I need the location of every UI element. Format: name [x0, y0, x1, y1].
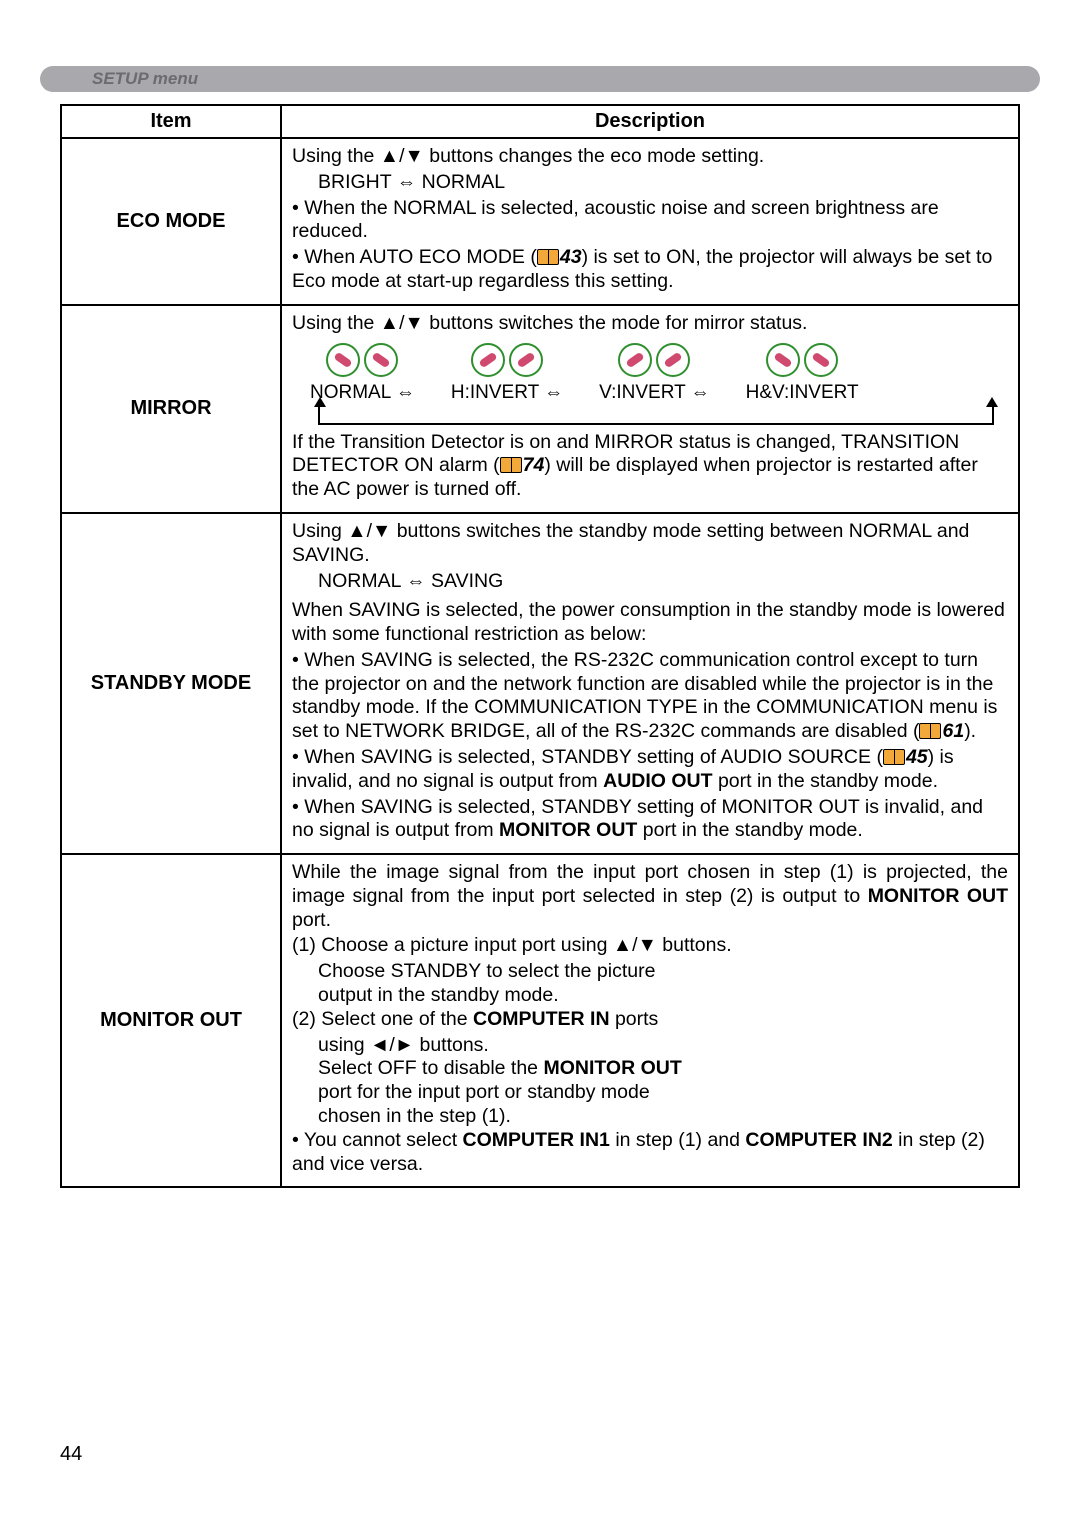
mirror-opt-normal: NORMAL ⇔	[310, 343, 415, 404]
item-monitor-out: MONITOR OUT	[61, 854, 281, 1187]
standby-options: NORMAL ⇔ SAVING	[292, 570, 1008, 594]
monitor-step2h: chosen in the step (1).	[292, 1105, 1008, 1129]
item-standby: STANDBY MODE	[61, 513, 281, 854]
desc-monitor-out: While the image signal from the input po…	[281, 854, 1019, 1187]
mirror-loop-arrow	[318, 407, 994, 425]
setup-table: Item Description ECO MODE Using the ▲/▼ …	[60, 104, 1020, 1188]
row-monitor-out: MONITOR OUT While the image signal from …	[61, 854, 1019, 1187]
page-number: 44	[60, 1443, 82, 1466]
desc-standby: Using ▲/▼ buttons switches the standby m…	[281, 513, 1019, 854]
eco-bullet1: • When the NORMAL is selected, acoustic …	[292, 197, 1008, 245]
mirror-opt-hinvert: H:INVERT ⇔	[451, 343, 563, 404]
monitor-note: • You cannot select COMPUTER IN1 in step…	[292, 1129, 1008, 1177]
book-icon	[500, 457, 522, 473]
monitor-step1a: Choose STANDBY to select the picture	[292, 960, 1008, 984]
row-mirror: MIRROR Using the ▲/▼ buttons switches th…	[61, 305, 1019, 513]
desc-mirror: Using the ▲/▼ buttons switches the mode …	[281, 305, 1019, 513]
mirror-opt-hvinvert: H&V:INVERT	[746, 343, 859, 404]
standby-para1: When SAVING is selected, the power consu…	[292, 599, 1008, 647]
eco-line1: Using the ▲/▼ buttons changes the eco mo…	[292, 145, 1008, 169]
book-icon	[537, 249, 559, 265]
desc-eco-mode: Using the ▲/▼ buttons changes the eco mo…	[281, 138, 1019, 305]
monitor-p1: While the image signal from the input po…	[292, 861, 1008, 932]
standby-b3: • When SAVING is selected, STANDBY setti…	[292, 796, 1008, 844]
table-header-row: Item Description	[61, 105, 1019, 138]
monitor-step2: (2) Select one of the COMPUTER IN ports	[292, 1008, 1008, 1032]
eco-options: BRIGHT ⇔ NORMAL	[292, 171, 1008, 195]
mirror-line1: Using the ▲/▼ buttons switches the mode …	[292, 312, 1008, 336]
header-description: Description	[281, 105, 1019, 138]
monitor-step2e: Select OFF to disable the MONITOR OUT	[292, 1057, 1008, 1081]
item-mirror: MIRROR	[61, 305, 281, 513]
standby-b1: • When SAVING is selected, the RS-232C c…	[292, 649, 1008, 744]
setup-menu-label: SETUP menu	[92, 69, 198, 89]
mirror-opt-vinvert: V:INVERT ⇔	[599, 343, 710, 404]
monitor-step2d: using ◄/► buttons.	[292, 1034, 1008, 1058]
monitor-step2g: port for the input port or standby mode	[292, 1081, 1008, 1105]
item-eco-mode: ECO MODE	[61, 138, 281, 305]
monitor-step1: (1) Choose a picture input port using ▲/…	[292, 934, 1008, 958]
monitor-step1b: output in the standby mode.	[292, 984, 1008, 1008]
standby-line1: Using ▲/▼ buttons switches the standby m…	[292, 520, 1008, 568]
setup-menu-header: SETUP menu	[40, 66, 1040, 92]
book-icon	[919, 723, 941, 739]
header-item: Item	[61, 105, 281, 138]
standby-b2: • When SAVING is selected, STANDBY setti…	[292, 746, 1008, 794]
row-eco-mode: ECO MODE Using the ▲/▼ buttons changes t…	[61, 138, 1019, 305]
row-standby: STANDBY MODE Using ▲/▼ buttons switches …	[61, 513, 1019, 854]
book-icon	[883, 749, 905, 765]
mirror-figure: NORMAL ⇔ H:INVERT ⇔ V:INVERT ⇔ H&V:INVER…	[292, 337, 1008, 404]
eco-bullet2: • When AUTO ECO MODE (43) is set to ON, …	[292, 246, 1008, 294]
mirror-note: If the Transition Detector is on and MIR…	[292, 431, 1008, 502]
